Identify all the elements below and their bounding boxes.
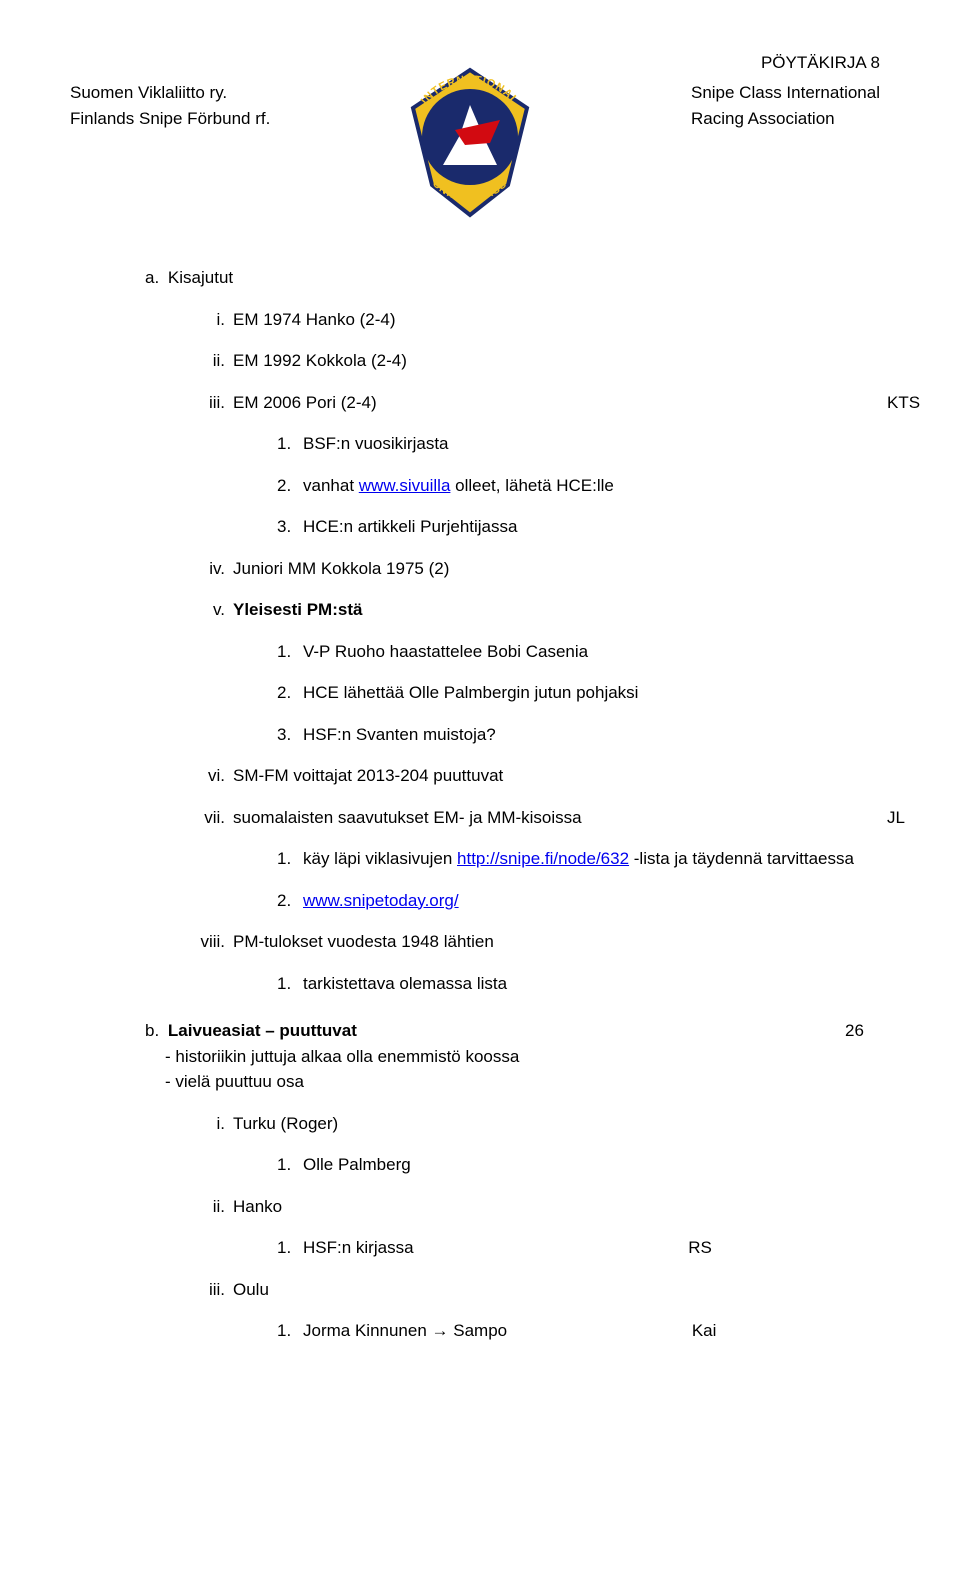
- roman-num: vi.: [187, 763, 233, 789]
- section-b-label: b.: [145, 1021, 159, 1040]
- roman-num: ii.: [187, 1194, 233, 1220]
- text: HCE lähettää Olle Palmbergin jutun pohja…: [303, 680, 890, 706]
- item-v: v. Yleisesti PM:stä: [187, 597, 890, 623]
- snipe-logo-icon: INTERNATIONAL SNIPE CLASS: [405, 65, 535, 220]
- sub-item: 1. käy läpi viklasivujen http://snipe.fi…: [277, 846, 890, 872]
- item-b-iii: iii. Oulu: [187, 1277, 890, 1303]
- section-b-line1: - historiikin juttuja alkaa olla enemmis…: [165, 1044, 890, 1070]
- item-text: Turku (Roger): [233, 1111, 890, 1137]
- item-text: EM 1992 Kokkola (2-4): [233, 348, 890, 374]
- num: 1.: [277, 1235, 303, 1261]
- num: 2.: [277, 888, 303, 914]
- text: HSF:n kirjassa RS: [303, 1235, 890, 1261]
- item-viii: viii. PM-tulokset vuodesta 1948 lähtien: [187, 929, 890, 955]
- roman-num: iii.: [187, 390, 233, 416]
- num: 1.: [277, 1152, 303, 1178]
- item-text: EM 2006 Pori (2-4): [233, 390, 890, 416]
- sub-item: 1. tarkistettava olemassa lista: [277, 971, 890, 997]
- link-sivuilla[interactable]: www.sivuilla: [359, 476, 451, 495]
- num: 1.: [277, 846, 303, 872]
- num: 1.: [277, 1318, 303, 1344]
- roman-num: i.: [187, 1111, 233, 1137]
- roman-num: viii.: [187, 929, 233, 955]
- sub-item: 2. vanhat www.sivuilla olleet, lähetä HC…: [277, 473, 890, 499]
- section-a-title: Kisajutut: [168, 268, 233, 287]
- text: vanhat www.sivuilla olleet, lähetä HCE:l…: [303, 473, 890, 499]
- item-vii: vii. suomalaisten saavutukset EM- ja MM-…: [187, 805, 890, 831]
- item-text: SM-FM voittajat 2013-204 puuttuvat: [233, 763, 890, 789]
- item-text: Oulu: [233, 1277, 890, 1303]
- item-text: Hanko: [233, 1194, 890, 1220]
- text: HSF:n Svanten muistoja?: [303, 722, 890, 748]
- num: 3.: [277, 722, 303, 748]
- org-left-line1: Suomen Viklaliitto ry.: [70, 80, 270, 106]
- org-right-line1: Snipe Class International: [691, 80, 880, 106]
- text: www.snipetoday.org/: [303, 888, 890, 914]
- item-b-ii: ii. Hanko: [187, 1194, 890, 1220]
- section-a: a. Kisajutut i. EM 1974 Hanko (2-4) ii. …: [145, 265, 890, 996]
- item-text: Juniori MM Kokkola 1975 (2): [233, 556, 890, 582]
- sub-item: 3. HSF:n Svanten muistoja?: [277, 722, 890, 748]
- sub-item: 1. BSF:n vuosikirjasta: [277, 431, 890, 457]
- sub-item: 2. HCE lähettää Olle Palmbergin jutun po…: [277, 680, 890, 706]
- org-right-line2: Racing Association: [691, 106, 880, 132]
- sub-item: 1. V-P Ruoho haastattelee Bobi Casenia: [277, 639, 890, 665]
- sub-item: 1. HSF:n kirjassa RS: [277, 1235, 890, 1261]
- item-text: PM-tulokset vuodesta 1948 lähtien: [233, 929, 890, 955]
- item-iv: iv. Juniori MM Kokkola 1975 (2): [187, 556, 890, 582]
- item-b-i: i. Turku (Roger): [187, 1111, 890, 1137]
- org-left-line2: Finlands Snipe Förbund rf.: [70, 106, 270, 132]
- roman-num: v.: [187, 597, 233, 623]
- link-snipetoday[interactable]: www.snipetoday.org/: [303, 891, 459, 910]
- text: Olle Palmberg: [303, 1152, 890, 1178]
- sub-item: 1. Jorma Kinnunen → Sampo Kai: [277, 1318, 890, 1344]
- item-vi: vi. SM-FM voittajat 2013-204 puuttuvat: [187, 763, 890, 789]
- num: 2.: [277, 680, 303, 706]
- section-b: b. Laivueasiat – puuttuvat 26 - historii…: [145, 1018, 890, 1344]
- tag-jl: JL: [887, 805, 905, 831]
- page-header: PÖYTÄKIRJA 8 Suomen Viklaliitto ry. Finl…: [70, 60, 890, 235]
- item-i: i. EM 1974 Hanko (2-4): [187, 307, 890, 333]
- sub-item: 1. Olle Palmberg: [277, 1152, 890, 1178]
- text: HCE:n artikkeli Purjehtijassa: [303, 514, 890, 540]
- tag-rs: RS: [688, 1238, 712, 1257]
- sub-item: 2. www.snipetoday.org/: [277, 888, 890, 914]
- item-text: EM 1974 Hanko (2-4): [233, 307, 890, 333]
- sub-item: 3. HCE:n artikkeli Purjehtijassa: [277, 514, 890, 540]
- roman-num: iv.: [187, 556, 233, 582]
- text: käy läpi viklasivujen http://snipe.fi/no…: [303, 846, 890, 872]
- item-text: Yleisesti PM:stä: [233, 597, 890, 623]
- num: 1.: [277, 431, 303, 457]
- link-snipe-fi[interactable]: http://snipe.fi/node/632: [457, 849, 629, 868]
- text: Jorma Kinnunen → Sampo Kai: [303, 1318, 890, 1344]
- section-b-line2: - vielä puuttuu osa: [165, 1069, 890, 1095]
- doc-id: PÖYTÄKIRJA 8: [761, 50, 880, 76]
- roman-num: iii.: [187, 1277, 233, 1303]
- org-left: Suomen Viklaliitto ry. Finlands Snipe Fö…: [70, 80, 270, 131]
- tag-kai: Kai: [692, 1321, 717, 1340]
- item-iii: iii. EM 2006 Pori (2-4) KTS: [187, 390, 890, 416]
- roman-num: i.: [187, 307, 233, 333]
- section-a-label: a.: [145, 268, 159, 287]
- text: BSF:n vuosikirjasta: [303, 431, 890, 457]
- num: 3.: [277, 514, 303, 540]
- num: 1.: [277, 639, 303, 665]
- text: tarkistettava olemassa lista: [303, 971, 890, 997]
- num: 2.: [277, 473, 303, 499]
- tag-kts: KTS: [887, 390, 920, 416]
- org-right: Snipe Class International Racing Associa…: [691, 80, 880, 131]
- item-text: suomalaisten saavutukset EM- ja MM-kisoi…: [233, 805, 890, 831]
- num: 1.: [277, 971, 303, 997]
- item-ii: ii. EM 1992 Kokkola (2-4): [187, 348, 890, 374]
- text: V-P Ruoho haastattelee Bobi Casenia: [303, 639, 890, 665]
- tag-26: 26: [845, 1018, 864, 1044]
- roman-num: ii.: [187, 348, 233, 374]
- section-b-title: Laivueasiat – puuttuvat: [168, 1021, 357, 1040]
- roman-num: vii.: [187, 805, 233, 831]
